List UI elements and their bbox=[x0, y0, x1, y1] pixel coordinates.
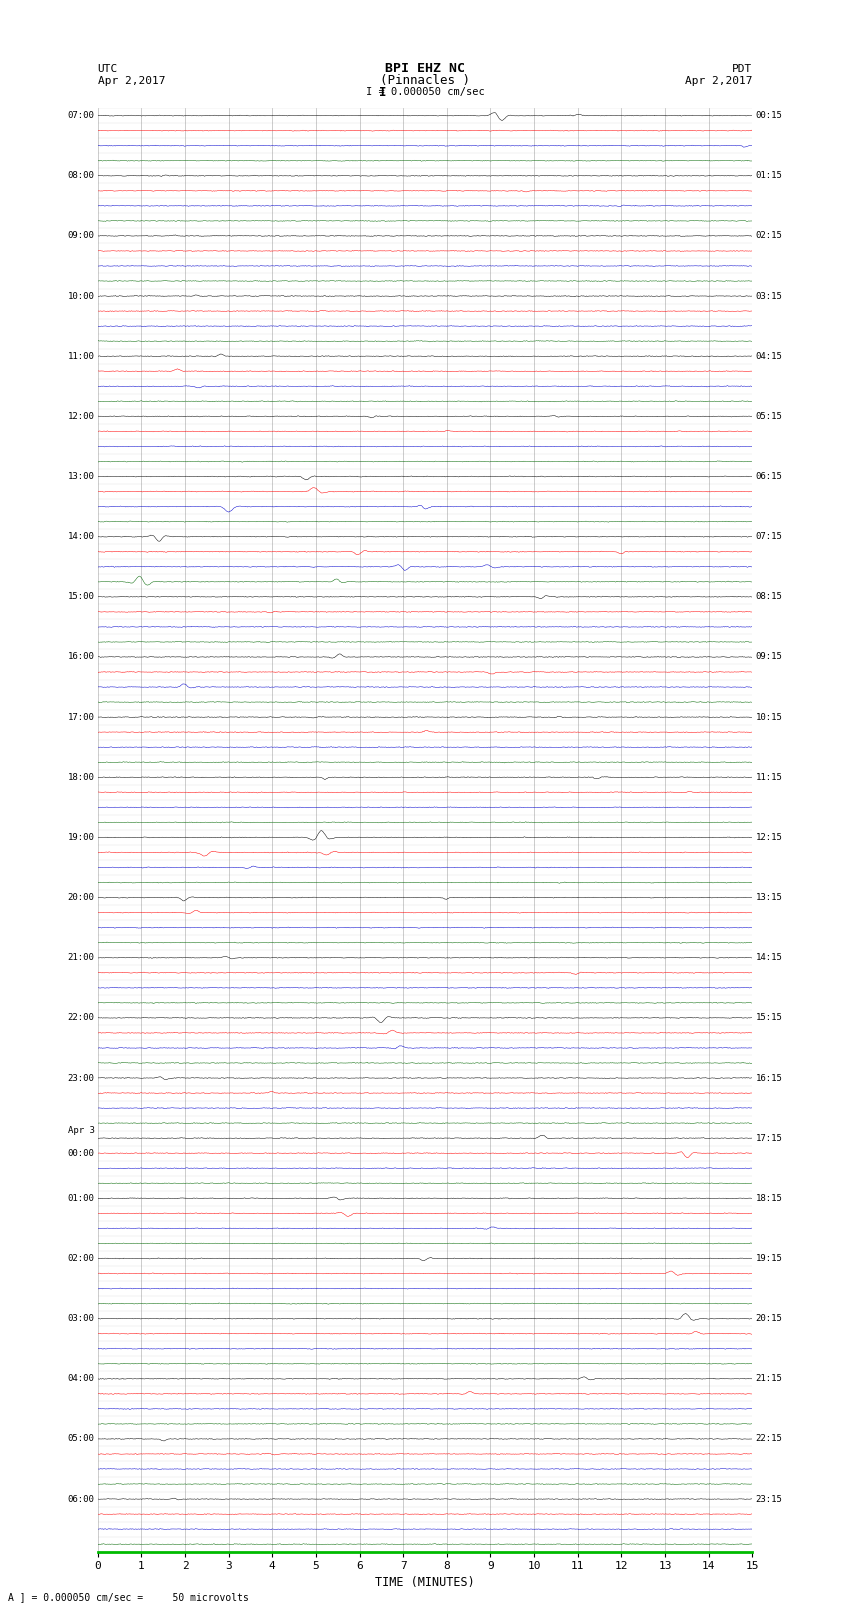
Text: 14:15: 14:15 bbox=[756, 953, 782, 963]
Text: 04:00: 04:00 bbox=[68, 1374, 94, 1384]
Text: 08:15: 08:15 bbox=[756, 592, 782, 602]
Text: 04:15: 04:15 bbox=[756, 352, 782, 361]
Text: (Pinnacles ): (Pinnacles ) bbox=[380, 74, 470, 87]
Text: 03:00: 03:00 bbox=[68, 1315, 94, 1323]
Text: 01:15: 01:15 bbox=[756, 171, 782, 181]
Text: I = 0.000050 cm/sec: I = 0.000050 cm/sec bbox=[366, 87, 484, 97]
Text: UTC: UTC bbox=[98, 63, 118, 74]
Text: 05:15: 05:15 bbox=[756, 411, 782, 421]
Text: 02:15: 02:15 bbox=[756, 231, 782, 240]
Text: 19:15: 19:15 bbox=[756, 1253, 782, 1263]
Text: PDT: PDT bbox=[732, 63, 752, 74]
Text: 20:00: 20:00 bbox=[68, 894, 94, 902]
Text: 00:00: 00:00 bbox=[68, 1148, 94, 1158]
Text: BPI EHZ NC: BPI EHZ NC bbox=[385, 61, 465, 76]
Text: 19:00: 19:00 bbox=[68, 832, 94, 842]
Text: 12:00: 12:00 bbox=[68, 411, 94, 421]
Text: 06:15: 06:15 bbox=[756, 473, 782, 481]
Text: 11:00: 11:00 bbox=[68, 352, 94, 361]
Text: 07:00: 07:00 bbox=[68, 111, 94, 119]
Text: 22:00: 22:00 bbox=[68, 1013, 94, 1023]
Text: 23:00: 23:00 bbox=[68, 1074, 94, 1082]
Text: 12:15: 12:15 bbox=[756, 832, 782, 842]
Text: 18:15: 18:15 bbox=[756, 1194, 782, 1203]
Text: 11:15: 11:15 bbox=[756, 773, 782, 782]
Text: 06:00: 06:00 bbox=[68, 1495, 94, 1503]
Text: 16:15: 16:15 bbox=[756, 1074, 782, 1082]
Text: 02:00: 02:00 bbox=[68, 1253, 94, 1263]
Text: 00:15: 00:15 bbox=[756, 111, 782, 119]
Text: 08:00: 08:00 bbox=[68, 171, 94, 181]
Text: 18:00: 18:00 bbox=[68, 773, 94, 782]
Text: I: I bbox=[379, 85, 387, 98]
Text: 03:15: 03:15 bbox=[756, 292, 782, 300]
Text: 10:15: 10:15 bbox=[756, 713, 782, 721]
Text: 17:15: 17:15 bbox=[756, 1134, 782, 1142]
X-axis label: TIME (MINUTES): TIME (MINUTES) bbox=[375, 1576, 475, 1589]
Text: Apr 2,2017: Apr 2,2017 bbox=[685, 76, 752, 85]
Text: 16:00: 16:00 bbox=[68, 652, 94, 661]
Text: 09:15: 09:15 bbox=[756, 652, 782, 661]
Text: Apr 2,2017: Apr 2,2017 bbox=[98, 76, 165, 85]
Text: 07:15: 07:15 bbox=[756, 532, 782, 540]
Text: 21:00: 21:00 bbox=[68, 953, 94, 963]
Text: 09:00: 09:00 bbox=[68, 231, 94, 240]
Text: 15:15: 15:15 bbox=[756, 1013, 782, 1023]
Text: 13:15: 13:15 bbox=[756, 894, 782, 902]
Text: 22:15: 22:15 bbox=[756, 1434, 782, 1444]
Text: 01:00: 01:00 bbox=[68, 1194, 94, 1203]
Text: 15:00: 15:00 bbox=[68, 592, 94, 602]
Text: Apr 3: Apr 3 bbox=[68, 1126, 94, 1136]
Text: 05:00: 05:00 bbox=[68, 1434, 94, 1444]
Text: 21:15: 21:15 bbox=[756, 1374, 782, 1384]
Text: 13:00: 13:00 bbox=[68, 473, 94, 481]
Text: A ] = 0.000050 cm/sec =     50 microvolts: A ] = 0.000050 cm/sec = 50 microvolts bbox=[8, 1592, 249, 1602]
Text: 14:00: 14:00 bbox=[68, 532, 94, 540]
Text: 20:15: 20:15 bbox=[756, 1315, 782, 1323]
Text: 17:00: 17:00 bbox=[68, 713, 94, 721]
Text: 10:00: 10:00 bbox=[68, 292, 94, 300]
Text: 23:15: 23:15 bbox=[756, 1495, 782, 1503]
